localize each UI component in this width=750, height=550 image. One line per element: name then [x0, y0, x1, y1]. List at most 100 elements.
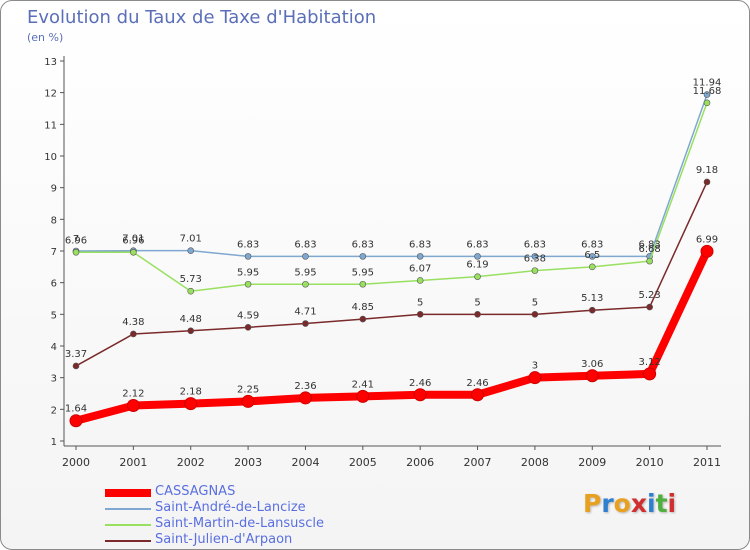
- logo-letter: x: [630, 489, 647, 518]
- legend-swatch: [105, 524, 151, 526]
- y-tick-label: 9: [51, 184, 57, 195]
- logo-letter: r: [601, 489, 614, 518]
- data-point: [130, 330, 137, 338]
- data-point: [474, 273, 481, 280]
- data-label: 5: [532, 297, 538, 308]
- y-tick-label: 5: [51, 310, 57, 321]
- data-label: 6.83: [639, 239, 661, 250]
- y-tick-label: 13: [44, 57, 57, 68]
- logo-letter: P: [583, 489, 602, 518]
- legend-label: Saint-Martin-de-Lansuscle: [155, 516, 324, 531]
- data-label: 2.36: [294, 381, 316, 392]
- data-point: [416, 311, 424, 318]
- data-point: [703, 178, 711, 186]
- data-point: [474, 311, 481, 318]
- data-point: [187, 247, 195, 254]
- data-label: 4.59: [237, 310, 259, 321]
- chart-unit: (en %): [27, 31, 64, 44]
- y-tick-label: 3: [51, 374, 57, 385]
- y-tick-label: 1: [51, 437, 57, 448]
- legend-label: Saint-André-de-Lancize: [155, 500, 306, 515]
- data-label: 6.96: [122, 235, 144, 246]
- y-tick-label: 11: [44, 120, 57, 131]
- data-label: 6.83: [409, 239, 431, 250]
- data-point: [588, 253, 596, 260]
- data-point: [187, 287, 195, 295]
- data-point: [184, 397, 198, 411]
- logo-letter: i: [647, 489, 656, 518]
- data-point: [413, 388, 427, 402]
- data-point: [302, 253, 309, 260]
- data-label: 3.12: [639, 357, 661, 368]
- data-label: 2.18: [180, 387, 202, 398]
- data-point: [643, 367, 657, 381]
- data-label: 6.83: [352, 239, 374, 250]
- legend-item: Saint-Julien-d'Arpaon: [105, 532, 365, 549]
- data-label: 2.25: [237, 384, 259, 395]
- data-label: 7: [73, 234, 79, 245]
- data-label: 5: [474, 297, 480, 308]
- legend-item: Saint-Martin-de-Lansuscle: [105, 516, 365, 533]
- data-label: 6.07: [409, 263, 431, 274]
- data-point: [359, 253, 367, 260]
- data-label: 1.64: [65, 404, 87, 415]
- data-point: [356, 389, 370, 403]
- y-tick-label: 7: [51, 247, 57, 258]
- data-point: [244, 324, 252, 331]
- data-label: 11.94: [693, 78, 722, 89]
- legend-swatch: [105, 540, 151, 542]
- data-point: [531, 253, 539, 260]
- data-label: 3: [532, 361, 538, 372]
- data-label: 2.41: [352, 379, 374, 390]
- data-label: 6.99: [696, 234, 718, 245]
- data-point: [72, 362, 80, 370]
- x-tick-label: 2007: [464, 456, 492, 469]
- logo-letter: i: [667, 489, 677, 518]
- legend-item: Saint-André-de-Lancize: [105, 500, 365, 517]
- data-point: [588, 263, 596, 271]
- data-point: [531, 267, 539, 274]
- data-point: [359, 280, 367, 288]
- data-label: 3.37: [65, 349, 87, 360]
- series-line-0: [74, 249, 711, 425]
- chart-title: Evolution du Taux de Taxe d'Habitation: [27, 7, 377, 28]
- data-label: 4.38: [122, 317, 144, 328]
- data-point: [588, 306, 596, 314]
- x-tick-label: 2006: [406, 456, 434, 469]
- data-label: 6.83: [237, 239, 259, 250]
- data-label: 5.23: [639, 290, 661, 301]
- data-point: [416, 277, 424, 284]
- data-label: 2.46: [409, 378, 431, 389]
- series-line-3: [75, 181, 708, 367]
- x-tick-label: 2010: [636, 456, 664, 469]
- x-tick-label: 2008: [521, 456, 549, 469]
- x-tick-label: 2009: [578, 456, 606, 469]
- y-tick-label: 12: [44, 89, 57, 100]
- data-point: [646, 257, 653, 265]
- x-tick-label: 2005: [349, 456, 377, 469]
- data-point: [531, 311, 539, 318]
- data-label: 6.83: [581, 239, 603, 250]
- data-label: 6.96: [65, 235, 87, 246]
- data-label: 2.12: [122, 389, 144, 400]
- data-label: 7.01: [180, 234, 202, 245]
- legend-item: CASSAGNAS: [105, 484, 365, 501]
- y-tick-label: 4: [51, 342, 57, 353]
- x-tick-label: 2000: [62, 456, 90, 469]
- x-tick-label: 2011: [693, 456, 721, 469]
- data-label: 5.13: [581, 293, 603, 304]
- data-point: [302, 320, 309, 327]
- x-tick-label: 2002: [177, 456, 205, 469]
- data-point: [703, 91, 711, 98]
- data-label: 6.38: [524, 254, 546, 265]
- logo-letter: t: [655, 489, 668, 518]
- data-point: [244, 280, 252, 288]
- data-point: [244, 253, 252, 260]
- data-point: [585, 369, 599, 383]
- data-point: [700, 244, 714, 258]
- y-tick-label: 6: [51, 279, 57, 290]
- logo-letter: o: [613, 489, 631, 518]
- data-label: 4.85: [352, 302, 374, 313]
